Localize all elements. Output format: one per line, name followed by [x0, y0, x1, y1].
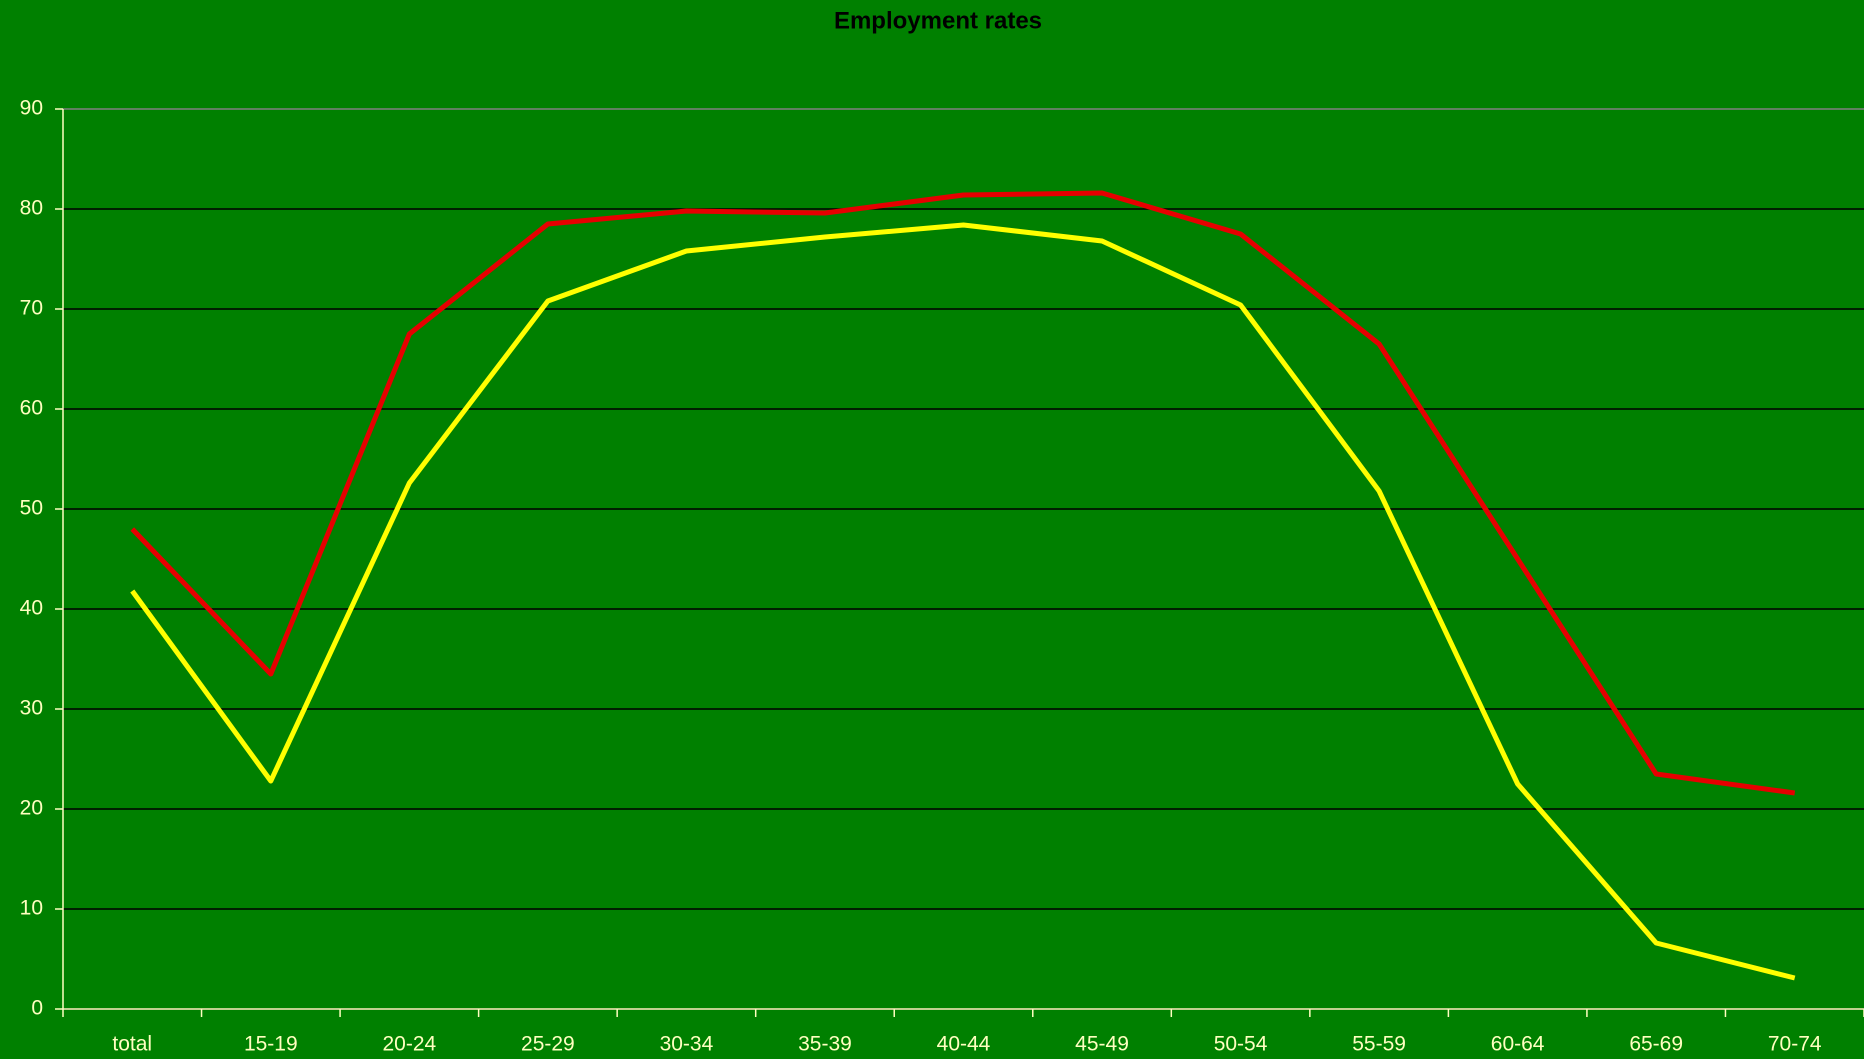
x-tick-label: 35-39 — [798, 1033, 852, 1056]
y-tick-label: 80 — [20, 197, 43, 220]
y-tick-label: 50 — [20, 497, 43, 520]
y-tick-label: 40 — [20, 597, 43, 620]
y-tick-label: 0 — [31, 997, 43, 1020]
x-tick-label: 60-64 — [1491, 1033, 1545, 1056]
y-tick-label: 10 — [20, 897, 43, 920]
x-tick-label: 30-34 — [660, 1033, 714, 1056]
x-tick-label: 40-44 — [937, 1033, 991, 1056]
x-tick-label: 25-29 — [521, 1033, 575, 1056]
x-tick-label: 50-54 — [1214, 1033, 1268, 1056]
chart-title: Employment rates — [834, 7, 1042, 34]
y-tick-label: 60 — [20, 397, 43, 420]
x-tick-label: 45-49 — [1075, 1033, 1129, 1056]
x-tick-label: 15-19 — [244, 1033, 298, 1056]
x-tick-label: 70-74 — [1768, 1033, 1822, 1056]
y-tick-label: 20 — [20, 797, 43, 820]
line-series — [130, 190, 1796, 796]
y-tick-label: 90 — [20, 97, 43, 120]
line-series — [130, 222, 1796, 981]
x-tick-label: total — [112, 1033, 152, 1056]
x-tick-label: 55-59 — [1352, 1033, 1406, 1056]
x-tick-label: 65-69 — [1629, 1033, 1683, 1056]
y-tick-label: 70 — [20, 297, 43, 320]
y-tick-label: 30 — [20, 697, 43, 720]
x-tick-label: 20-24 — [382, 1033, 436, 1056]
